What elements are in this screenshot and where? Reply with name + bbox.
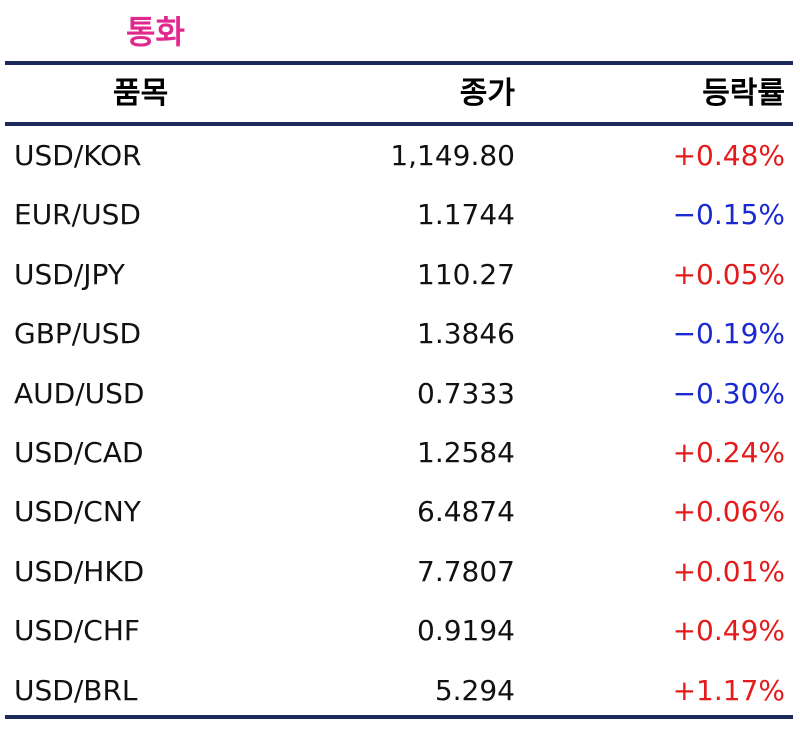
table-header: 품목 종가 등락률 <box>0 65 800 122</box>
row-close: 6.4874 <box>417 495 515 529</box>
row-name: USD/BRL <box>14 673 138 707</box>
table-row: USD/CHF 0.9194 +0.49% <box>0 601 800 660</box>
row-name: AUD/USD <box>14 376 145 410</box>
table-row: USD/JPY 110.27 +0.05% <box>0 245 800 304</box>
table-body: USD/KOR 1,149.80 +0.48% EUR/USD 1.1744 −… <box>0 126 800 720</box>
row-name: USD/JPY <box>14 257 125 291</box>
row-close: 1,149.80 <box>390 139 515 172</box>
row-change: +0.48% <box>672 139 785 172</box>
row-close: 0.9194 <box>417 614 515 648</box>
table-row: USD/CNY 6.4874 +0.06% <box>0 482 800 541</box>
table-row: AUD/USD 0.7333 −0.30% <box>0 364 800 423</box>
row-name: EUR/USD <box>14 198 141 232</box>
header-rule <box>5 122 793 126</box>
table-row: USD/CAD 1.2584 +0.24% <box>0 423 800 482</box>
table-row: GBP/USD 1.3846 −0.19% <box>0 304 800 363</box>
row-name: USD/HKD <box>14 554 145 588</box>
table-row: USD/HKD 7.7807 +0.01% <box>0 542 800 601</box>
row-change: +1.17% <box>672 673 785 707</box>
row-change: −0.19% <box>672 317 785 351</box>
header-name: 품목 <box>113 76 169 111</box>
row-close: 7.7807 <box>417 554 515 588</box>
header-close: 종가 <box>459 76 515 111</box>
row-change: +0.24% <box>672 435 785 469</box>
table-row: EUR/USD 1.1744 −0.15% <box>0 185 800 244</box>
row-close: 110.27 <box>417 257 515 291</box>
row-close: 1.2584 <box>417 435 515 469</box>
row-name: USD/CAD <box>14 435 144 469</box>
row-name: USD/KOR <box>14 139 142 172</box>
table-row: USD/BRL 5.294 +1.17% <box>0 661 800 720</box>
row-close: 1.3846 <box>417 317 515 351</box>
row-change: −0.15% <box>672 198 785 232</box>
row-change: +0.05% <box>672 257 785 291</box>
row-change: +0.49% <box>672 614 785 648</box>
row-name: USD/CNY <box>14 495 141 529</box>
section-title: 통화 <box>126 13 185 51</box>
row-name: GBP/USD <box>14 317 142 351</box>
header-change: 등락률 <box>702 76 785 111</box>
row-change: −0.30% <box>672 376 785 410</box>
bottom-rule <box>5 715 793 719</box>
top-rule <box>5 61 793 65</box>
row-name: USD/CHF <box>14 614 140 648</box>
row-close: 1.1744 <box>417 198 515 232</box>
table-row: USD/KOR 1,149.80 +0.48% <box>0 126 800 185</box>
row-change: +0.01% <box>672 554 785 588</box>
row-change: +0.06% <box>672 495 785 529</box>
row-close: 5.294 <box>434 673 515 707</box>
row-close: 0.7333 <box>417 376 515 410</box>
